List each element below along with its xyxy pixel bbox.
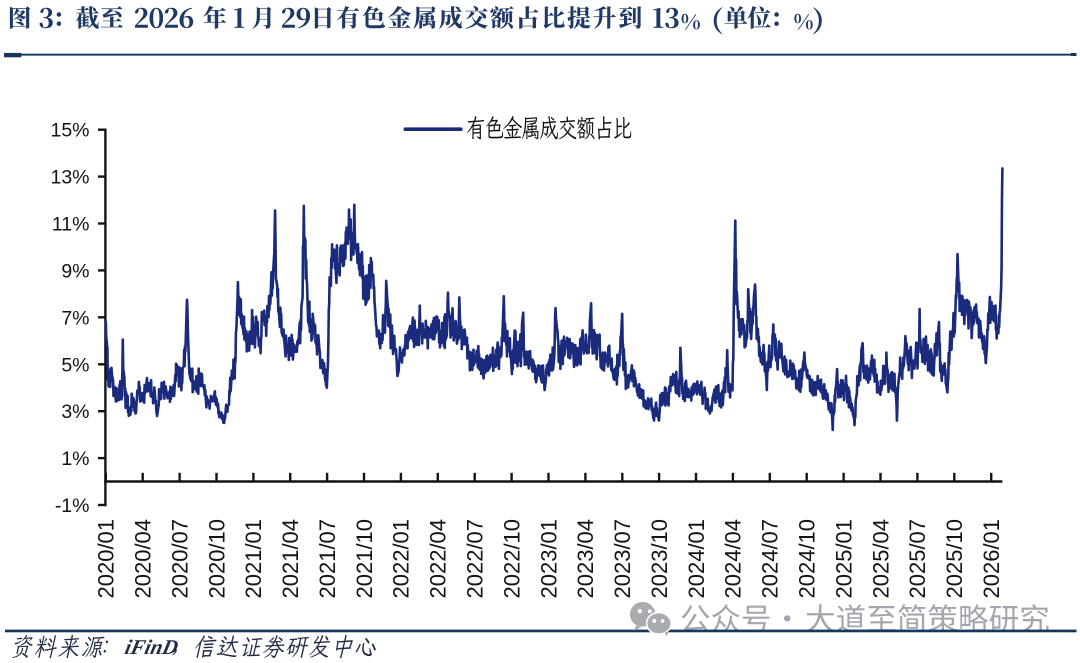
svg-text:2025/01: 2025/01 (831, 519, 856, 599)
svg-text:9%: 9% (61, 260, 89, 282)
svg-text:2023/10: 2023/10 (647, 519, 672, 599)
svg-text:3%: 3% (61, 401, 89, 423)
svg-text:1%: 1% (61, 448, 89, 470)
svg-text:13%: 13% (50, 167, 89, 189)
svg-text:2024/04: 2024/04 (721, 519, 746, 599)
svg-text:2023/04: 2023/04 (573, 519, 598, 599)
svg-text:2021/07: 2021/07 (315, 519, 340, 599)
svg-text:2025/07: 2025/07 (905, 519, 930, 599)
svg-text:2025/10: 2025/10 (942, 519, 967, 599)
svg-text:2022/10: 2022/10 (499, 519, 524, 599)
svg-text:2020/04: 2020/04 (131, 519, 156, 599)
svg-text:2022/01: 2022/01 (389, 519, 414, 599)
svg-text:-1%: -1% (55, 495, 90, 517)
svg-text:2025/04: 2025/04 (868, 519, 893, 599)
svg-text:2022/04: 2022/04 (426, 519, 451, 599)
svg-text:2024/10: 2024/10 (795, 519, 820, 599)
svg-text:2020/01: 2020/01 (94, 519, 119, 599)
svg-text:2026/01: 2026/01 (979, 519, 1004, 599)
svg-text:2021/10: 2021/10 (352, 519, 377, 599)
svg-text:2024/01: 2024/01 (684, 519, 709, 599)
svg-text:2021/04: 2021/04 (278, 519, 303, 599)
svg-text:7%: 7% (61, 307, 89, 329)
svg-text:2021/01: 2021/01 (241, 519, 266, 599)
svg-text:2023/07: 2023/07 (610, 519, 635, 599)
svg-text:2020/07: 2020/07 (167, 519, 192, 599)
svg-text:2020/10: 2020/10 (204, 519, 229, 599)
svg-text:2023/01: 2023/01 (536, 519, 561, 599)
svg-text:15%: 15% (50, 120, 89, 142)
svg-text:iFinD: iFinD (123, 635, 181, 659)
svg-text:2024/07: 2024/07 (758, 519, 783, 599)
svg-text:2022/07: 2022/07 (463, 519, 488, 599)
svg-text:11%: 11% (52, 214, 90, 236)
svg-text:5%: 5% (61, 354, 89, 376)
